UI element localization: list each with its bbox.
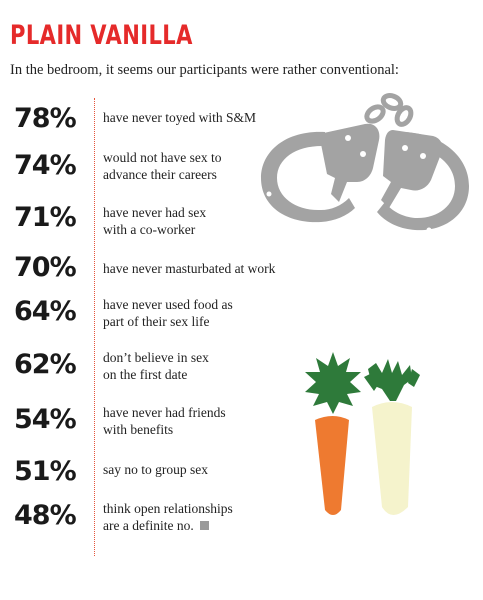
- stat-line: advance their careers: [103, 167, 217, 182]
- stat-percent: 54%: [14, 404, 77, 435]
- stat-line: have never used food as: [103, 297, 233, 312]
- stat-line: on the first date: [103, 367, 188, 382]
- stat-line: have never toyed with S&M: [103, 110, 256, 125]
- stat-percent: 78%: [14, 103, 77, 134]
- stat-line: have never masturbated at work: [103, 261, 276, 276]
- stat-line-text: are a definite no.: [103, 518, 194, 533]
- stat-line: part of their sex life: [103, 314, 210, 329]
- stat-line: would not have sex to: [103, 150, 222, 165]
- stat-percent: 71%: [14, 202, 77, 233]
- stat-description: have never toyed with S&M: [103, 109, 293, 126]
- stat-description: have never used food as part of their se…: [103, 296, 293, 330]
- stat-description: have never had friends with benefits: [103, 404, 293, 438]
- stat-line: think open relationships: [103, 501, 233, 516]
- stat-percent: 70%: [14, 252, 77, 283]
- handcuffs-icon: [261, 93, 469, 233]
- stat-line: with benefits: [103, 422, 174, 437]
- carrot-icon: [305, 352, 361, 515]
- stat-description: think open relationships are a definite …: [103, 500, 293, 534]
- stat-percent: 62%: [14, 349, 77, 380]
- dotted-divider: [94, 98, 95, 556]
- stat-percent: 51%: [14, 456, 77, 487]
- stat-line: don’t believe in sex: [103, 350, 209, 365]
- stat-line: have never had sex: [103, 205, 207, 220]
- stat-description: would not have sex to advance their care…: [103, 149, 293, 183]
- stat-description: don’t believe in sex on the first date: [103, 349, 293, 383]
- radish-icon: [364, 359, 420, 515]
- end-square-icon: [199, 521, 209, 530]
- stat-description: have never had sex with a co-worker: [103, 204, 293, 238]
- stat-percent: 64%: [14, 296, 77, 327]
- stat-percent: 74%: [14, 150, 77, 181]
- page-title: PLAIN VANILLA: [10, 20, 193, 51]
- stat-line: say no to group sex: [103, 462, 208, 477]
- stat-description: have never masturbated at work: [103, 260, 293, 277]
- stat-line: with a co-worker: [103, 222, 196, 237]
- stat-percent: 48%: [14, 500, 77, 531]
- stat-description: say no to group sex: [103, 461, 293, 478]
- page-subtitle: In the bedroom, it seems our participant…: [10, 62, 399, 78]
- stat-line: have never had friends: [103, 405, 226, 420]
- stat-line: are a definite no.: [103, 517, 293, 534]
